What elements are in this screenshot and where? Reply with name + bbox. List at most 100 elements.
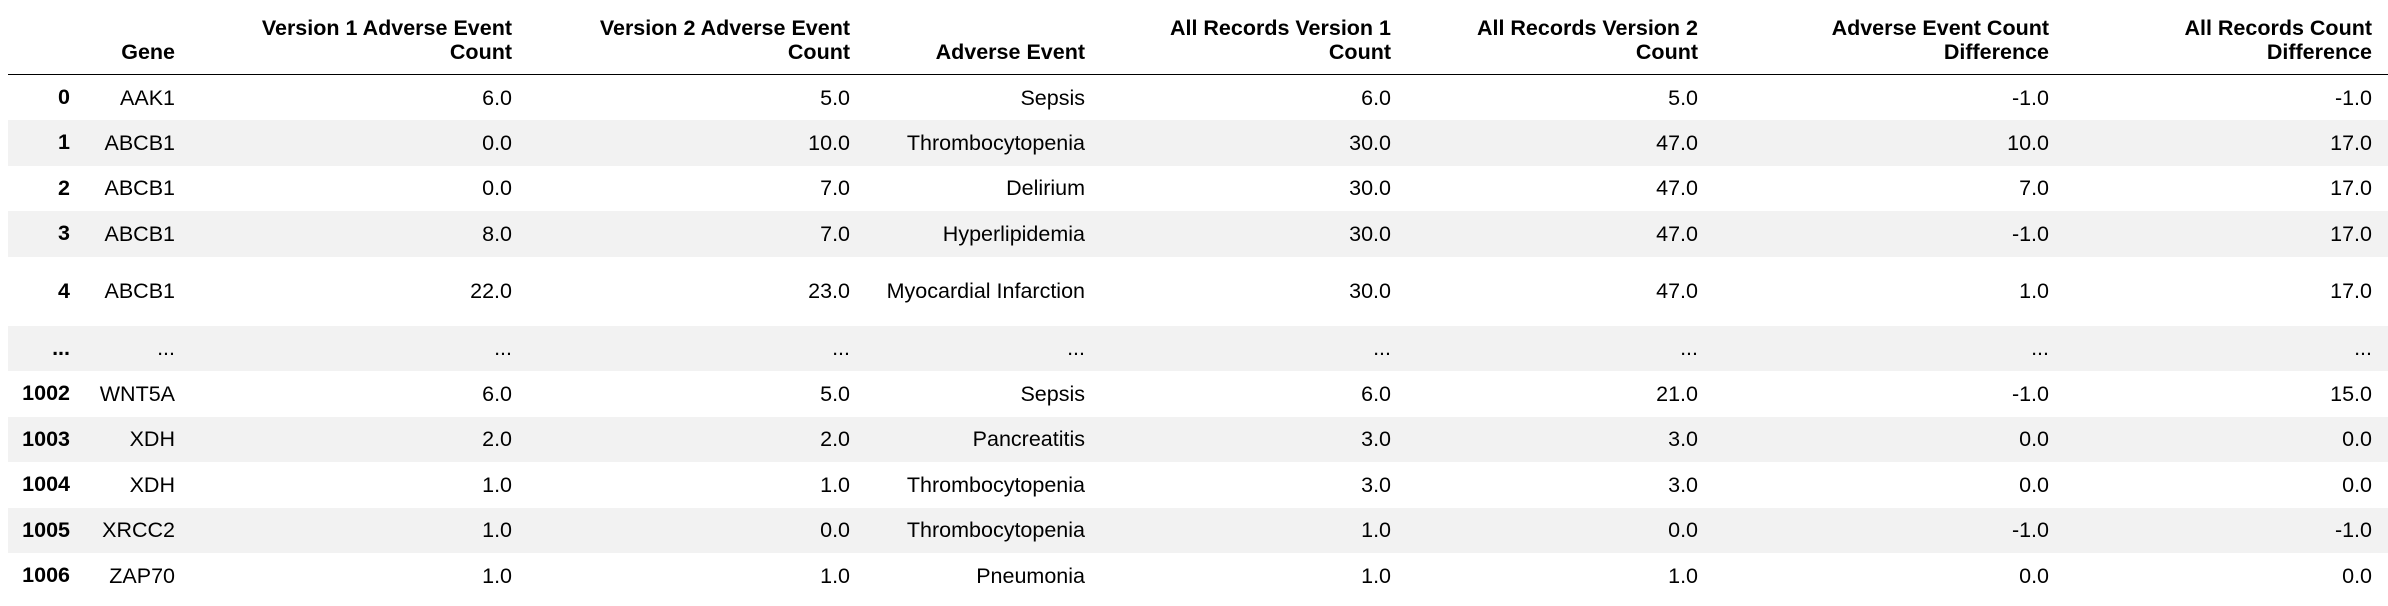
table-cell: Delirium [1006,176,1085,201]
table-cell: 0.0 [2019,563,2049,588]
table-cell: XDH [129,472,175,497]
column-header: Version 2 Adverse Event Count [530,0,868,75]
table-cell: 1.0 [2019,279,2049,303]
table-cell: 47.0 [1656,279,1698,303]
table-cell: 0.0 [482,130,512,155]
table-header: Gene Version 1 Adverse Event Count Version… [8,0,2388,75]
table-cell: 6.0 [482,85,512,110]
table-cell: 21.0 [1656,381,1698,406]
table-cell: ABCB1 [104,279,175,303]
table-row: 4 ABCB1 22.0 23.0 Myocardial Infarction 30.0 4… [8,256,2388,326]
table-cell: Thrombocytopenia [906,518,1085,543]
table-cell: 30.0 [1349,221,1391,246]
table-cell: -1.0 [2011,221,2049,246]
table-row: 3 ABCB1 8.0 7.0 Hyperlipidemia 30.0 47.0 -1.0 17… [8,211,2388,257]
dataframe-table: Gene Version 1 Adverse Event Count Version… [8,0,2388,599]
table-row: 1005 XRCC2 1.0 0.0 Thrombocytopenia 1.0 0.0 -1.… [8,507,2388,553]
table-cell: 6.0 [1361,381,1391,406]
table-cell: 0.0 [482,176,512,201]
ellipsis-row: ........................... [8,325,2388,371]
table-cell: 2.0 [820,427,850,452]
table-cell: 1.0 [820,563,850,588]
table-cell: 47.0 [1656,221,1698,246]
table-cell: 8.0 [482,221,512,246]
table-cell: Sepsis [1020,85,1085,110]
table-cell: AAK1 [120,85,175,110]
table-cell: ... [1680,336,1698,361]
column-header: All Records Version 2 Count [1409,0,1716,75]
table-body: 0 AAK1 6.0 5.0 Sepsis 6.0 5.0 -1.0 -1.0 1 ABCB1 0.0… [8,74,2388,599]
table-cell: 3.0 [1361,472,1391,497]
column-header: Adverse Event [868,0,1103,75]
row-index: 1005 [22,517,70,542]
row-index: ... [52,335,70,360]
table-cell: ... [1373,336,1391,361]
table-cell: 30.0 [1349,176,1391,201]
table-cell: 30.0 [1349,279,1391,303]
table-cell: 47.0 [1656,176,1698,201]
column-header: All Records Version 1 Count [1103,0,1409,75]
column-header: Version 1 Adverse Event Count [193,0,530,75]
table-cell: 17.0 [2330,130,2372,155]
row-index: 1006 [22,563,70,588]
table-cell: ... [832,336,850,361]
table-cell: -1.0 [2334,518,2372,543]
table-cell: 1.0 [482,563,512,588]
row-index: 2 [58,175,70,200]
row-index: 4 [58,278,70,303]
row-index: 1003 [22,426,70,451]
table-row: 1006 ZAP70 1.0 1.0 Pneumonia 1.0 1.0 0.0 0.0 [8,553,2388,599]
table-row: 1 ABCB1 0.0 10.0 Thrombocytopenia 30.0 47.0 10.… [8,120,2388,166]
table-cell: 5.0 [820,381,850,406]
table-cell: 17.0 [2330,221,2372,246]
table-cell: 0.0 [2019,427,2049,452]
row-index: 1004 [22,472,70,497]
table-cell: 47.0 [1656,130,1698,155]
table-cell: 22.0 [470,279,512,303]
row-index: 1002 [22,381,70,406]
table-cell: 23.0 [808,279,850,303]
table-cell: -1.0 [2011,518,2049,543]
table-cell: 3.0 [1668,427,1698,452]
table-cell: 1.0 [1361,563,1391,588]
table-cell: ABCB1 [104,176,175,201]
table-row: 1003 XDH 2.0 2.0 Pancreatitis 3.0 3.0 0.0 0.0 [8,416,2388,462]
table-cell: Myocardial Infarction [886,279,1085,303]
table-cell: 6.0 [482,381,512,406]
table-cell: 1.0 [482,472,512,497]
table-cell: 30.0 [1349,130,1391,155]
table-cell: 10.0 [2007,130,2049,155]
table-row: 2 ABCB1 0.0 7.0 Delirium 30.0 47.0 7.0 17.0 [8,165,2388,211]
table-cell: XDH [129,427,175,452]
header-row: Gene Version 1 Adverse Event Count Version… [8,0,2388,75]
table-cell: Sepsis [1020,381,1085,406]
table-cell: ABCB1 [104,130,175,155]
table-cell: 5.0 [820,85,850,110]
table-cell: -1.0 [2011,381,2049,406]
table-cell: 3.0 [1668,472,1698,497]
table-cell: Pancreatitis [972,427,1085,452]
row-index: 3 [58,221,70,246]
table-cell: WNT5A [99,381,175,406]
table-cell: 0.0 [2342,563,2372,588]
table-cell: Pneumonia [976,563,1085,588]
table-row: 1004 XDH 1.0 1.0 Thrombocytopenia 3.0 3.0 0.0 0.… [8,462,2388,508]
table-cell: ... [2031,336,2049,361]
table-cell: -1.0 [2334,85,2372,110]
row-index: 0 [58,85,70,109]
table-cell: -1.0 [2011,85,2049,110]
table-cell: 7.0 [820,176,850,201]
table-cell: Thrombocytopenia [906,472,1085,497]
table-cell: 10.0 [808,130,850,155]
table-cell: 7.0 [820,221,850,246]
row-index: 1 [58,130,70,155]
column-header: Gene [84,0,193,75]
table-cell: Thrombocytopenia [906,130,1085,155]
table-cell: 5.0 [1668,85,1698,110]
table-cell: 0.0 [2019,472,2049,497]
table-cell: 7.0 [2019,176,2049,201]
table-cell: ABCB1 [104,221,175,246]
table-cell: 1.0 [1361,518,1391,543]
table-cell: 1.0 [482,518,512,543]
table-cell: ... [1067,336,1085,361]
